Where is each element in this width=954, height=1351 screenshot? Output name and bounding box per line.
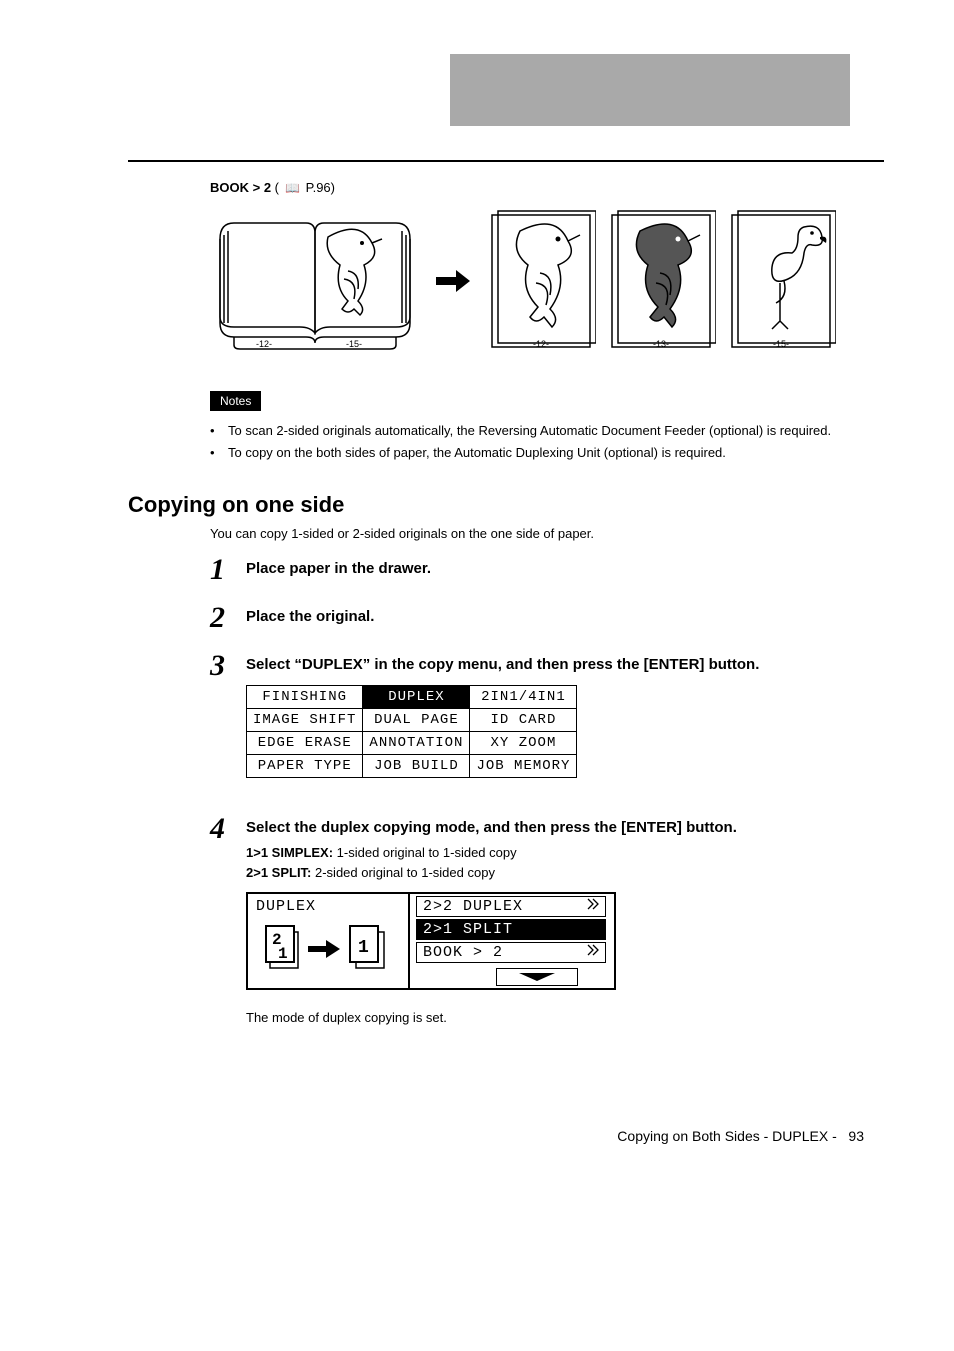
open-book-left-num: -12-: [256, 339, 272, 349]
lcd-option-selected[interactable]: 2>1 SPLIT: [416, 919, 606, 940]
step-sub-1: 1>1 SIMPLEX: 1-sided original to 1-sided…: [246, 843, 884, 863]
step-number: 3: [210, 651, 246, 681]
output-panel-3: -15-: [726, 209, 836, 357]
step-1: 1 Place paper in the drawer.: [210, 555, 884, 585]
lcd-option[interactable]: BOOK > 2: [416, 942, 606, 963]
top-gray-bar: [450, 54, 850, 126]
step-number: 1: [210, 555, 246, 585]
menu-cell[interactable]: XY ZOOM: [470, 731, 577, 754]
notes-chip: Notes: [210, 391, 261, 411]
step-4: 4 Select the duplex copying mode, and th…: [210, 814, 884, 1028]
step-title: Place paper in the drawer.: [246, 559, 884, 579]
step-2: 2 Place the original.: [210, 603, 884, 633]
section-body: You can copy 1-sided or 2-sided original…: [210, 526, 884, 541]
note-item: •To scan 2-sided originals automatically…: [210, 421, 884, 441]
copy-menu-table: FINISHING DUPLEX 2IN1/4IN1 IMAGE SHIFT D…: [246, 685, 577, 778]
lcd-option[interactable]: 2>2 DUPLEX: [416, 896, 606, 917]
chevron-icon: [587, 944, 599, 961]
step-after-text: The mode of duplex copying is set.: [246, 1008, 884, 1028]
svg-text:1: 1: [358, 938, 370, 958]
section-title: Copying on one side: [128, 492, 884, 518]
footer-text: Copying on Both Sides - DUPLEX -: [617, 1128, 836, 1144]
menu-cell[interactable]: ID CARD: [470, 708, 577, 731]
step-3: 3 Select “DUPLEX” in the copy menu, and …: [210, 651, 884, 796]
book-label: BOOK > 2: [210, 180, 271, 195]
step-sub-2: 2>1 SPLIT: 2-sided original to 1-sided c…: [246, 863, 884, 883]
lcd-option-text: BOOK > 2: [423, 944, 503, 961]
page: BOOK > 2 ( 📖 P.96) -12- -15-: [0, 0, 954, 1174]
menu-cell-selected[interactable]: DUPLEX: [363, 685, 470, 708]
open-book-right-num: -15-: [346, 339, 362, 349]
sub-rest: 2-sided original to 1-sided copy: [311, 865, 495, 880]
diagram-row: -12- -15- -12-: [210, 209, 884, 357]
menu-cell[interactable]: JOB MEMORY: [470, 754, 577, 777]
note-item: •To copy on the both sides of paper, the…: [210, 443, 884, 463]
book-reference: BOOK > 2 ( 📖 P.96): [210, 180, 884, 195]
page-ref: P.96: [306, 180, 331, 195]
step-title: Select the duplex copying mode, and then…: [246, 818, 884, 838]
page-footer: Copying on Both Sides - DUPLEX - 93: [128, 1128, 884, 1144]
output-panel-1: -12-: [486, 209, 596, 357]
menu-cell[interactable]: JOB BUILD: [363, 754, 470, 777]
step-title: Select “DUPLEX” in the copy menu, and th…: [246, 655, 884, 675]
panel-num: -15-: [726, 339, 836, 349]
menu-cell[interactable]: 2IN1/4IN1: [470, 685, 577, 708]
note-text: To scan 2-sided originals automatically,…: [228, 421, 831, 441]
step-title: Place the original.: [246, 607, 884, 627]
step-number: 2: [210, 603, 246, 633]
lcd-divider: [408, 894, 410, 988]
output-panel-2: -13-: [606, 209, 716, 357]
step-number: 4: [210, 814, 246, 844]
lcd-header: DUPLEX: [256, 898, 316, 915]
menu-cell[interactable]: FINISHING: [247, 685, 363, 708]
menu-cell[interactable]: DUAL PAGE: [363, 708, 470, 731]
lcd-option-text: 2>1 SPLIT: [423, 921, 513, 938]
lcd-scroll-down[interactable]: [496, 968, 578, 986]
bullet-icon: •: [210, 421, 228, 441]
lcd-option-text: 2>2 DUPLEX: [423, 898, 523, 915]
note-text: To copy on the both sides of paper, the …: [228, 443, 726, 463]
menu-cell[interactable]: IMAGE SHIFT: [247, 708, 363, 731]
notes-list: •To scan 2-sided originals automatically…: [210, 421, 884, 462]
notes-block: Notes •To scan 2-sided originals automat…: [210, 391, 884, 462]
menu-cell[interactable]: ANNOTATION: [363, 731, 470, 754]
menu-cell[interactable]: EDGE ERASE: [247, 731, 363, 754]
arrow-icon: [436, 268, 470, 299]
bullet-icon: •: [210, 443, 228, 463]
footer-page: 93: [848, 1128, 864, 1144]
chevron-icon: [587, 898, 599, 915]
panel-num: -13-: [606, 339, 716, 349]
sub-bold: 1>1 SIMPLEX:: [246, 845, 333, 860]
book-icon: 📖: [285, 181, 300, 195]
duplex-lcd: DUPLEX 2 1 1: [246, 892, 616, 990]
sub-bold: 2>1 SPLIT:: [246, 865, 311, 880]
panel-num: -12-: [486, 339, 596, 349]
top-divider: [128, 160, 884, 162]
close-paren: ): [331, 180, 335, 195]
sub-rest: 1-sided original to 1-sided copy: [333, 845, 517, 860]
lcd-mode-icon: 2 1 1: [264, 922, 394, 968]
triangle-down-icon: [519, 973, 555, 981]
svg-text:1: 1: [278, 945, 289, 963]
open-paren: (: [275, 180, 279, 195]
menu-cell[interactable]: PAPER TYPE: [247, 754, 363, 777]
open-book-illustration: -12- -15-: [210, 209, 420, 357]
